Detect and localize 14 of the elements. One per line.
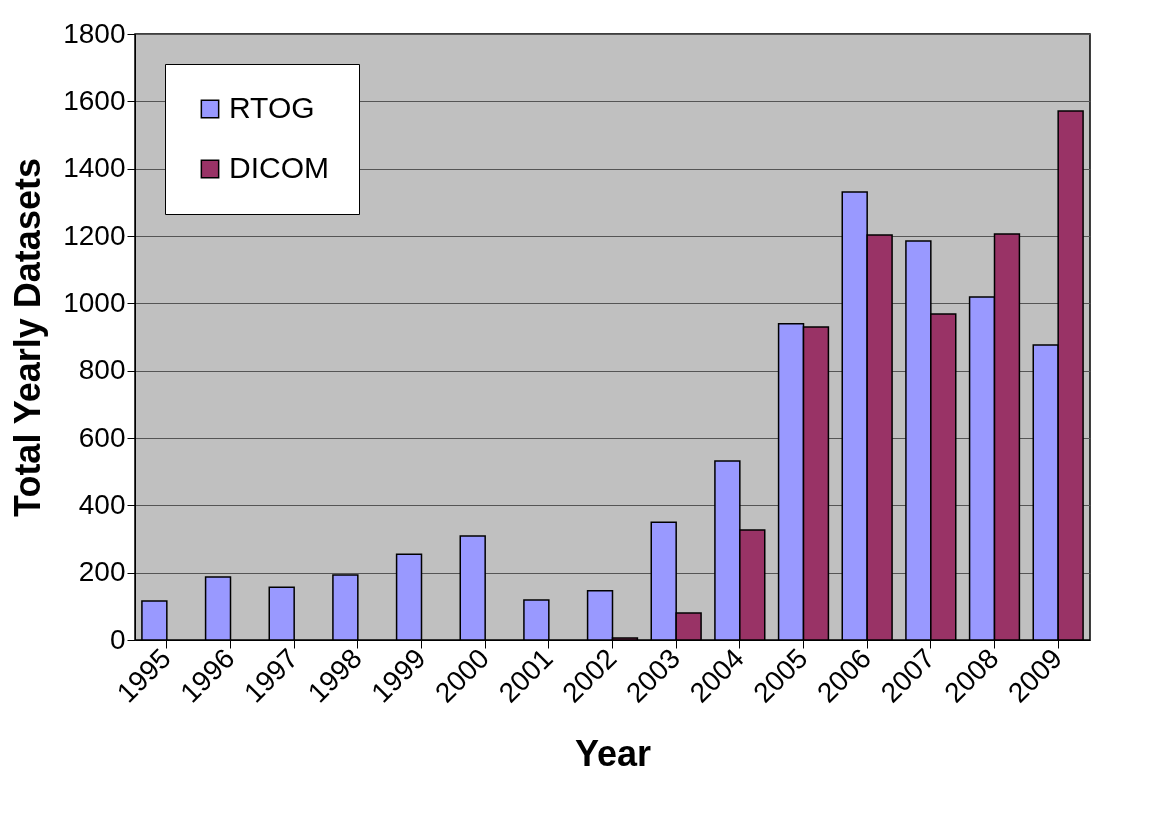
x-axis-title: Year [574,733,652,775]
y-tick-label: 600 [78,421,126,453]
y-tick-label: 200 [78,556,126,588]
y-tick-label: 400 [78,488,126,520]
y-tick-label: 1000 [63,286,126,318]
y-tick-label: 0 [109,623,126,655]
legend-label: DICOM [229,151,329,184]
legend-label: RTOG [229,91,315,124]
y-axis-title: Total Yearly Datasets [7,158,49,517]
y-tick-label: 1600 [63,84,126,116]
y-tick-label: 800 [78,354,126,386]
y-tick-label: 1200 [63,219,126,251]
y-tick-label: 1800 [63,17,126,49]
y-tick-label: 1400 [63,152,126,184]
